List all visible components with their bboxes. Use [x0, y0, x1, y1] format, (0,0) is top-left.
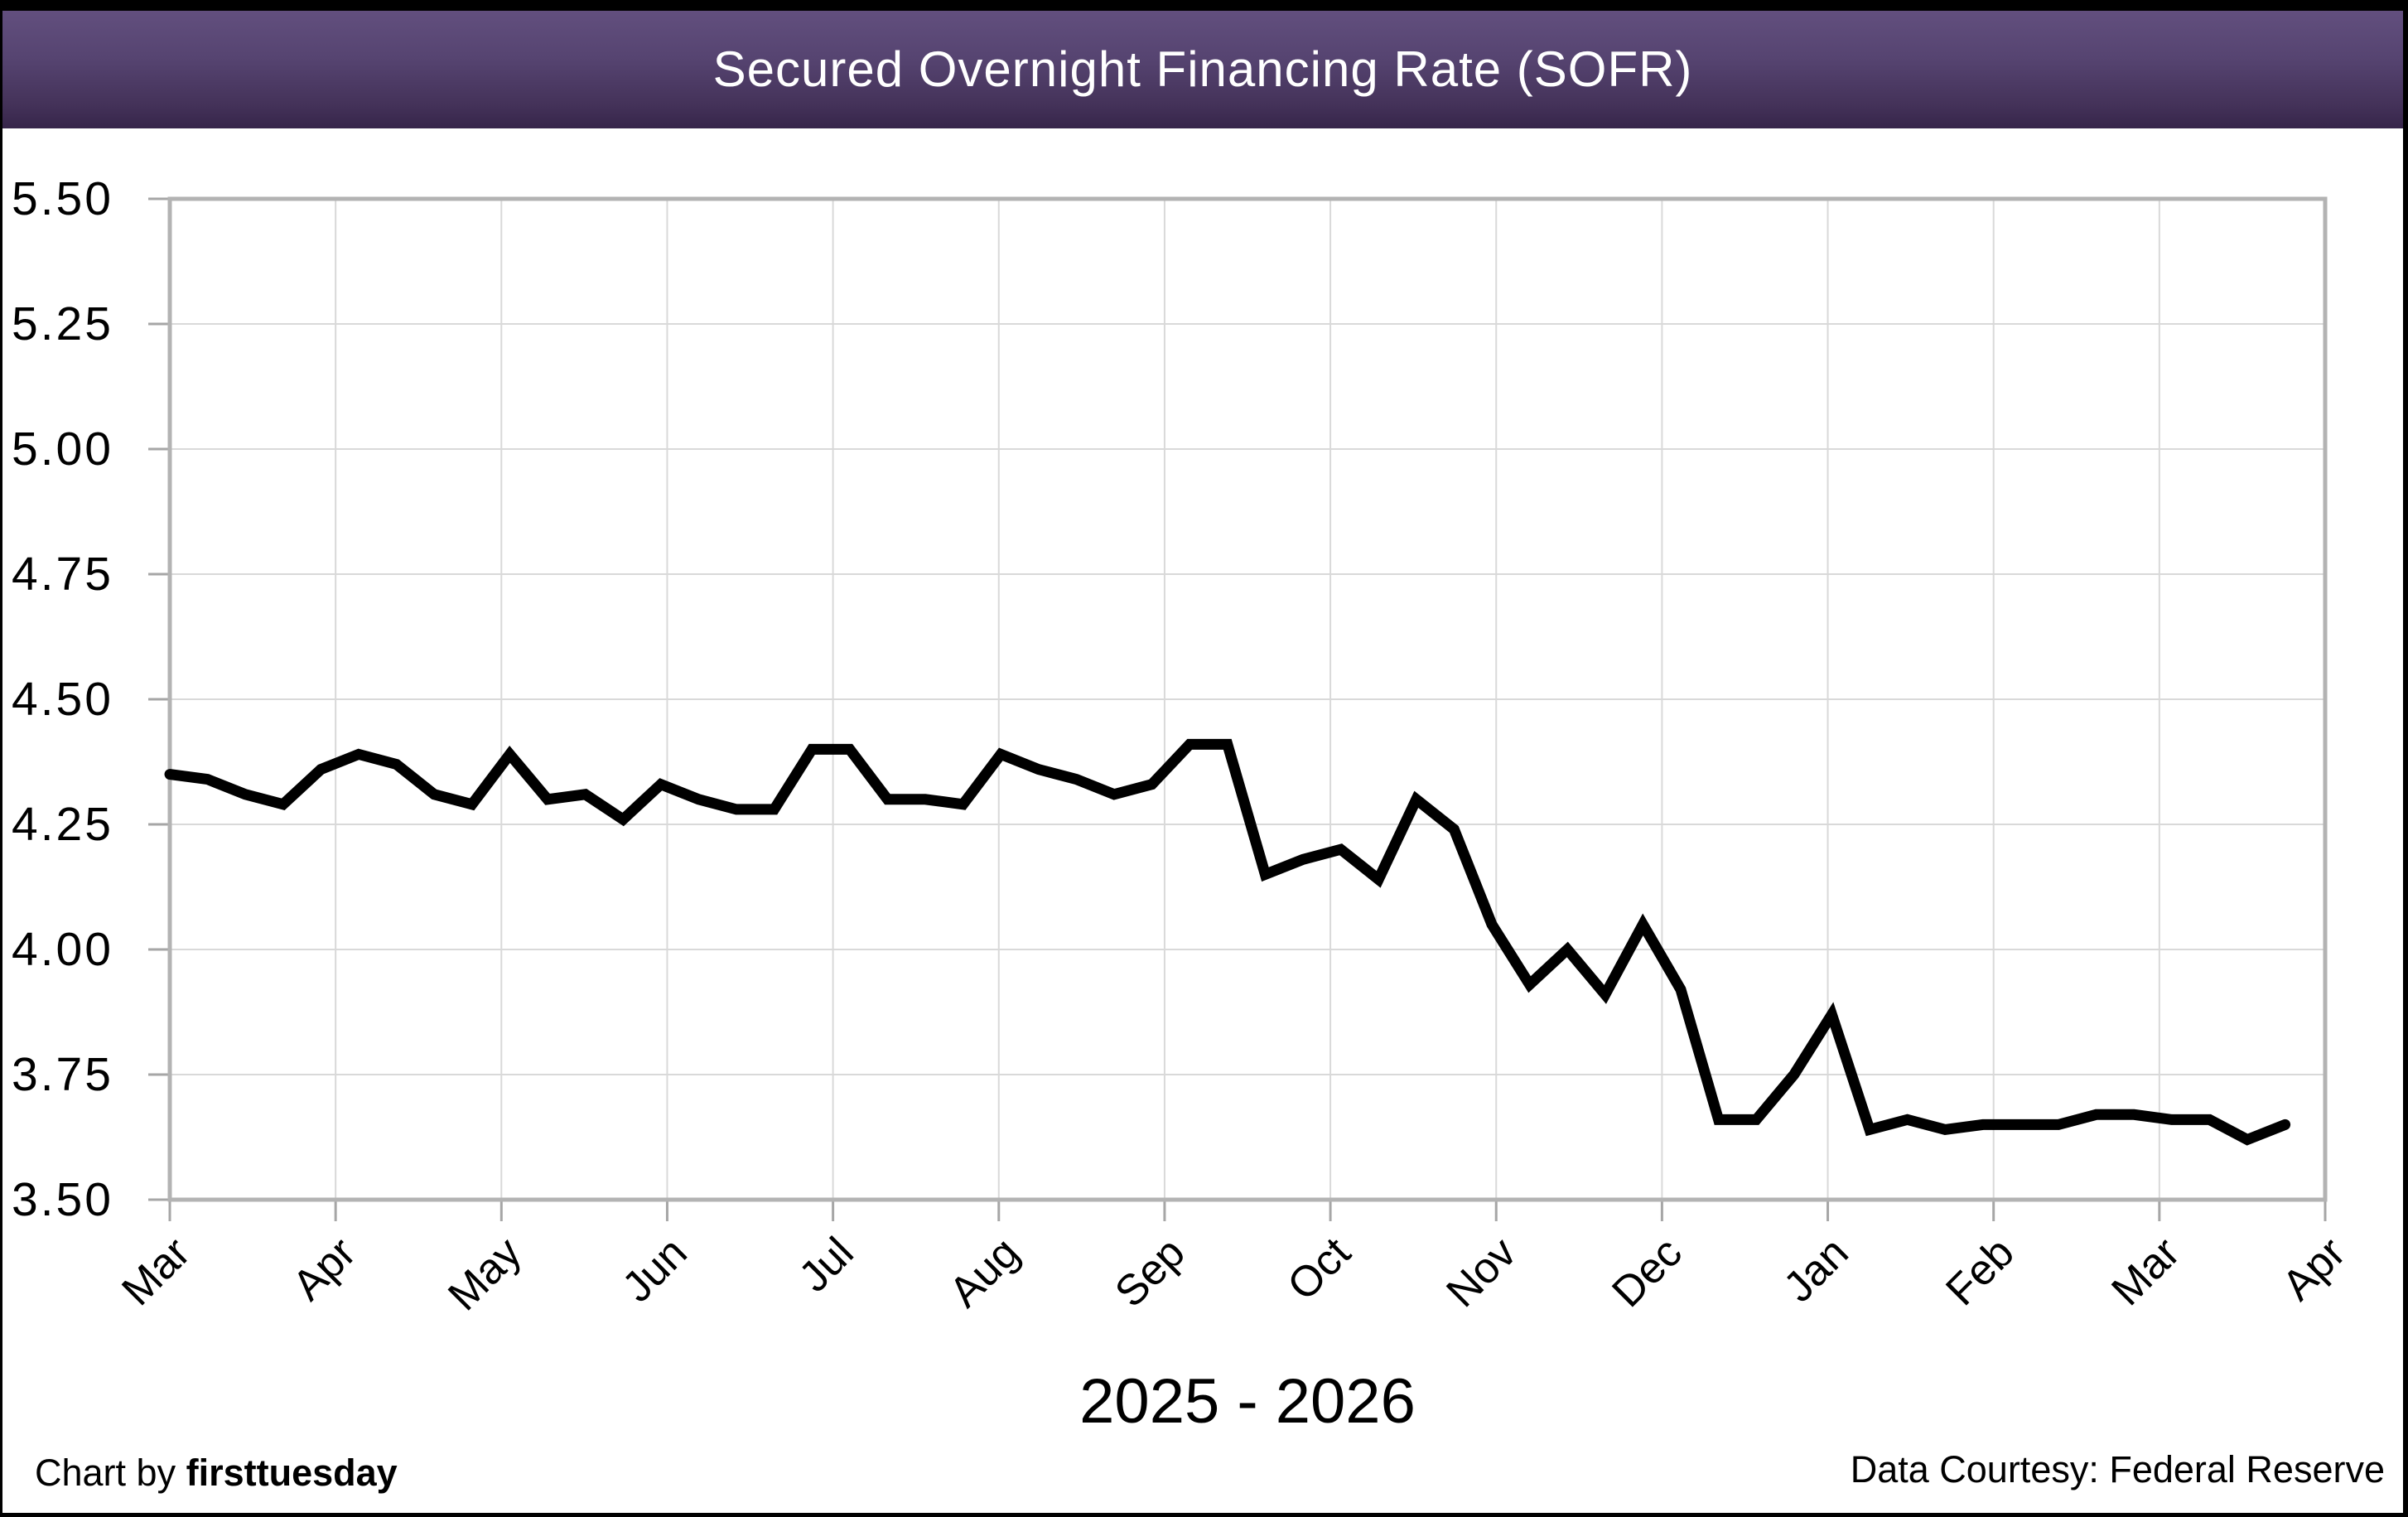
x-axis-title: 2025 - 2026 — [1079, 1366, 1416, 1437]
chart-title: Secured Overnight Financing Rate (SOFR) — [712, 41, 1693, 97]
y-axis-label: 4.75 — [12, 548, 113, 601]
credit-brand: firsttuesday — [186, 1452, 398, 1494]
y-axis-label: 5.50 — [12, 172, 113, 225]
sofr-line — [164, 738, 2291, 1146]
y-axis-label: 4.25 — [12, 798, 113, 851]
y-axis-label: 5.00 — [12, 423, 113, 476]
y-axis-label: 5.25 — [12, 297, 113, 350]
y-axis-label: 3.75 — [12, 1048, 113, 1101]
credit-prefix: Chart by — [35, 1452, 186, 1494]
y-axis-label: 4.00 — [12, 923, 113, 976]
title-banner: Secured Overnight Financing Rate (SOFR) — [2, 11, 2403, 128]
data-courtesy-text: Data Courtesy: Federal Reserve — [1850, 1448, 2385, 1490]
plot-border — [167, 196, 2328, 1202]
y-axis-label: 4.50 — [12, 673, 113, 726]
y-axis-label: 3.50 — [12, 1173, 113, 1226]
credit-text: Chart by firsttuesday — [35, 1452, 398, 1495]
